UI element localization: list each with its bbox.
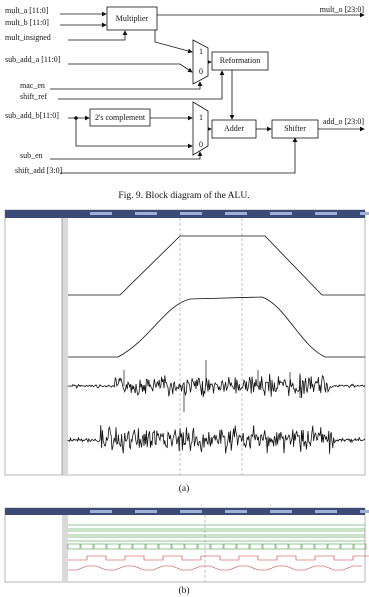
bus-cell — [210, 543, 224, 550]
mux-input-label: 0 — [199, 67, 203, 76]
mux-input-label: 1 — [199, 47, 203, 56]
bus-cell — [288, 543, 302, 550]
bus-cell — [223, 543, 237, 550]
mux — [192, 101, 209, 156]
wire — [50, 81, 203, 90]
block — [106, 6, 158, 31]
wire — [75, 118, 193, 149]
header-tick — [180, 510, 202, 513]
wire — [68, 30, 128, 41]
bus-cell — [184, 543, 198, 550]
block-label: 2's complement — [95, 113, 146, 122]
value-column — [62, 515, 68, 582]
block-label: Adder — [224, 124, 244, 133]
bus-cell — [327, 543, 341, 550]
mux-input-label: 1 — [199, 113, 203, 122]
input-label: mult_a [11:0] — [5, 6, 49, 15]
caption: (b) — [178, 585, 189, 596]
block — [211, 119, 257, 139]
bus-cell — [119, 543, 133, 550]
bus-cell — [158, 543, 172, 550]
mux — [192, 39, 209, 85]
input-label: sub_add_b[11:0] — [5, 111, 59, 120]
input-label: mac_en — [20, 81, 45, 90]
input-label: shift_add [3:0] — [15, 166, 63, 175]
value-column — [62, 218, 68, 475]
bus-cell — [67, 543, 81, 550]
input-label: shift_ref — [20, 92, 47, 101]
caption: (a) — [179, 483, 190, 494]
bus-cell — [249, 543, 263, 550]
header-tick — [270, 212, 292, 215]
clock-waveform — [68, 555, 369, 561]
bus-cell — [106, 543, 120, 550]
header-tick — [90, 510, 112, 513]
block — [211, 51, 269, 71]
bus-cell — [93, 543, 107, 550]
block-label: Multiplier — [116, 14, 149, 23]
waveform — [68, 296, 365, 358]
header-tick — [360, 212, 369, 215]
bus-cell — [353, 543, 367, 550]
bus-cell — [145, 543, 159, 550]
input-label: sub_add_a [11:0] — [5, 55, 61, 64]
header-tick — [315, 212, 337, 215]
wire — [68, 63, 193, 73]
header-tick — [180, 212, 202, 215]
waveform — [67, 425, 366, 454]
waveform-a — [4, 209, 369, 476]
bus-cell — [132, 543, 146, 550]
bus-cell — [236, 543, 250, 550]
bus-cell — [314, 543, 328, 550]
header-tick — [135, 212, 157, 215]
block-label: Shifter — [284, 124, 306, 133]
output-label: mult_o [23:0] — [320, 5, 365, 14]
bus-cell — [171, 543, 185, 550]
input-label: sub_en — [20, 151, 43, 160]
output-label: add_o [23:0] — [323, 117, 364, 126]
waveform — [67, 373, 366, 399]
waveform-frame — [4, 209, 366, 476]
header-tick — [270, 510, 292, 513]
header-tick — [135, 510, 157, 513]
header-tick — [90, 212, 112, 215]
wire — [154, 15, 193, 54]
header-tick — [225, 212, 247, 215]
input-label: mult_b [11:0] — [5, 18, 49, 27]
mux-input-label: 0 — [199, 140, 203, 149]
block-label: Reformation — [220, 56, 260, 65]
bus-cell — [197, 543, 211, 550]
waveform-b — [4, 507, 369, 583]
input-label: mult_insigned — [5, 33, 51, 42]
caption: Fig. 9. Block diagram of the ALU. — [118, 190, 249, 201]
waveform — [68, 235, 365, 296]
bus-cell — [275, 543, 289, 550]
clock-waveform — [68, 565, 362, 571]
bus-cell — [262, 543, 276, 550]
wire — [58, 70, 225, 100]
block-diagram: mult_a [11:0] mult_b [11:0] mult_insigne… — [5, 5, 365, 175]
block — [271, 119, 319, 139]
header-tick — [360, 510, 369, 513]
block — [89, 108, 151, 127]
wire — [60, 137, 298, 174]
wire — [50, 151, 203, 160]
header-tick — [315, 510, 337, 513]
header-tick — [225, 510, 247, 513]
bus-cell — [80, 543, 94, 550]
bus-cell — [301, 543, 315, 550]
bus-cell — [340, 543, 354, 550]
